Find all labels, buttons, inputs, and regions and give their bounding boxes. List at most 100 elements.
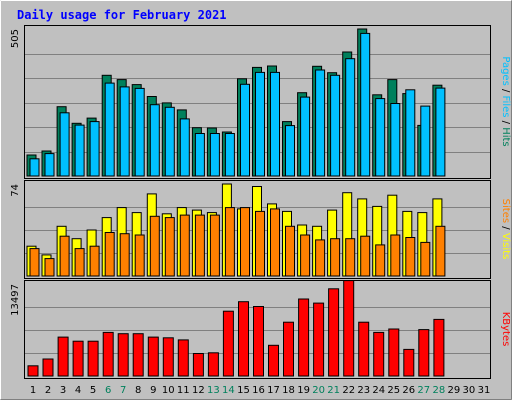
bar-files [330, 74, 341, 177]
day-label: 27 [417, 385, 430, 396]
bar-sites [375, 244, 386, 277]
day-label: 15 [237, 385, 250, 396]
day-label: 14 [222, 385, 235, 396]
day-label: 30 [463, 385, 476, 396]
bar-sites [300, 234, 311, 277]
bar-sites [285, 225, 295, 277]
bar-kbytes [373, 331, 385, 377]
bar-kbytes [238, 301, 249, 377]
bar-kbytes [268, 344, 279, 377]
bar-sites [29, 248, 40, 277]
bar-sites [149, 215, 160, 277]
bar-sites [194, 214, 205, 277]
bar-files [44, 153, 55, 177]
bar-files [74, 124, 85, 177]
bar-sites [74, 248, 85, 277]
day-label: 6 [105, 385, 111, 396]
bar-files [209, 133, 220, 177]
day-label: 20 [312, 385, 325, 396]
bar-kbytes [298, 298, 310, 377]
bar-sites [405, 237, 416, 277]
bar-sites [345, 238, 356, 277]
bar-sites [420, 241, 431, 277]
day-label: 23 [357, 385, 370, 396]
bar-sites [360, 235, 371, 277]
bar-files [345, 58, 356, 177]
bar-kbytes [42, 358, 54, 377]
legend-entry: Visits [500, 233, 511, 260]
chart-panels: 505 Pages / Files / Hits 74 Sites / Visits 1… [10, 25, 511, 379]
day-label: 26 [402, 385, 415, 396]
bar-files [179, 118, 190, 177]
bar-files [315, 69, 326, 177]
chart-title: Daily usage for February 2021 [17, 8, 227, 22]
day-label: 16 [252, 385, 265, 396]
legend-entry: Files [500, 96, 511, 118]
bar-files [149, 104, 160, 177]
bar-files [164, 106, 175, 177]
bar-kbytes [222, 310, 234, 377]
bar-kbytes [418, 329, 430, 377]
bar-sites [119, 233, 130, 277]
bar-sites [224, 207, 235, 277]
day-label: 31 [478, 385, 491, 396]
bar-kbytes [433, 318, 445, 377]
bar-sites [390, 234, 401, 277]
bar-sites [330, 238, 341, 277]
day-label: 24 [372, 385, 385, 396]
panel-legend: Sites / Visits [500, 199, 511, 260]
legend-entry: Pages [500, 56, 511, 85]
bar-files [435, 87, 446, 177]
axis-max-label: 13497 [10, 284, 21, 316]
bar-kbytes [358, 321, 370, 377]
day-label: 13 [207, 385, 220, 396]
bar-kbytes [313, 302, 325, 377]
bar-files [89, 121, 100, 177]
bar-sites [179, 214, 190, 277]
bar-kbytes [253, 306, 264, 377]
day-labels: 1 2 3 4 5 6 7 8 9 10 11 12 13 14 15 16 17 18 19 20 21 22 23 24 2… [30, 385, 491, 396]
bar-kbytes [87, 340, 99, 377]
bar-files [405, 89, 416, 177]
bar-sites [435, 225, 446, 277]
panel-legend: KBytes [500, 312, 511, 347]
bar-files [59, 112, 70, 177]
legend-entry: / [500, 117, 511, 127]
bar-files [375, 98, 386, 177]
bar-sites [134, 234, 145, 277]
panel-legend: Pages / Files / Hits [500, 56, 511, 146]
bar-files [360, 32, 371, 177]
day-label: 22 [342, 385, 355, 396]
panel-hits-files-pages: 505 Pages / Files / Hits [10, 25, 511, 179]
bar-sites [44, 258, 55, 277]
day-label: 29 [448, 385, 461, 396]
bar-sites [89, 245, 100, 277]
panel-visits-sites: 74 Sites / Visits [10, 180, 511, 279]
bar-files [29, 158, 40, 177]
bar-kbytes [162, 337, 174, 377]
day-label: 25 [387, 385, 400, 396]
day-label: 18 [282, 385, 295, 396]
day-label: 10 [162, 385, 175, 396]
day-label: 28 [433, 385, 446, 396]
bar-kbytes [328, 288, 340, 377]
bar-sites [315, 239, 326, 277]
day-label: 2 [45, 385, 51, 396]
bar-kbytes [72, 340, 84, 377]
bar-kbytes [343, 280, 355, 377]
day-label: 12 [192, 385, 205, 396]
day-label: 17 [267, 385, 280, 396]
bar-files [300, 96, 311, 177]
bar-files [255, 71, 265, 177]
legend-entry: / [500, 86, 511, 96]
bar-sites [209, 214, 220, 277]
legend-entry: Sites [500, 199, 511, 223]
axis-max-label: 74 [10, 184, 21, 197]
bar-kbytes [102, 331, 114, 377]
bar-sites [270, 208, 280, 277]
day-label: 3 [60, 385, 66, 396]
bar-kbytes [132, 333, 144, 377]
bar-kbytes [283, 321, 294, 377]
bar-kbytes [117, 333, 129, 377]
